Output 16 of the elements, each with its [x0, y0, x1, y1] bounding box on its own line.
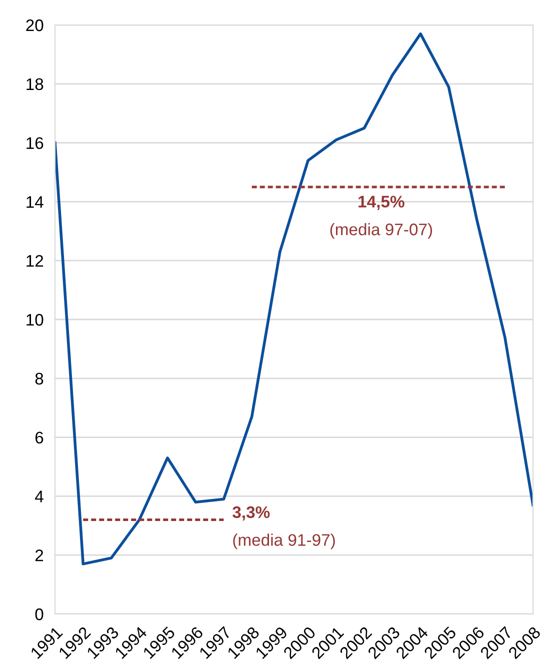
y-tick-label: 20 — [26, 19, 44, 32]
y-tick-label: 2 — [35, 550, 44, 562]
y-tick-label: 10 — [26, 314, 44, 326]
y-tick-label: 6 — [35, 432, 44, 444]
y-tick-label: 12 — [26, 255, 44, 267]
annotation: 3,3% — [232, 506, 270, 521]
annotation: (media 97-07) — [330, 223, 432, 239]
y-tick-label: 8 — [35, 372, 44, 385]
line-series — [55, 32, 533, 566]
y-tick-label: 18 — [26, 78, 44, 90]
y-tick-label: 0 — [35, 608, 44, 620]
y-tick-label: 4 — [35, 490, 44, 502]
y-tick-label: 16 — [26, 137, 44, 150]
annotation: 14,5% — [358, 196, 404, 210]
y-tick-label: 14 — [26, 196, 44, 208]
annotation: (media 91-97) — [233, 534, 335, 550]
